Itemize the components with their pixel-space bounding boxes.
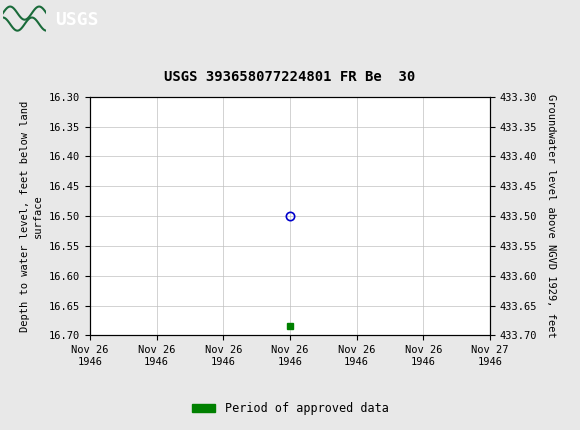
Y-axis label: Depth to water level, feet below land
surface: Depth to water level, feet below land su… [20,101,44,332]
Text: USGS: USGS [55,11,99,29]
Legend: Period of approved data: Period of approved data [187,397,393,420]
Text: USGS 393658077224801 FR Be  30: USGS 393658077224801 FR Be 30 [164,70,416,84]
Y-axis label: Groundwater level above NGVD 1929, feet: Groundwater level above NGVD 1929, feet [546,94,556,338]
